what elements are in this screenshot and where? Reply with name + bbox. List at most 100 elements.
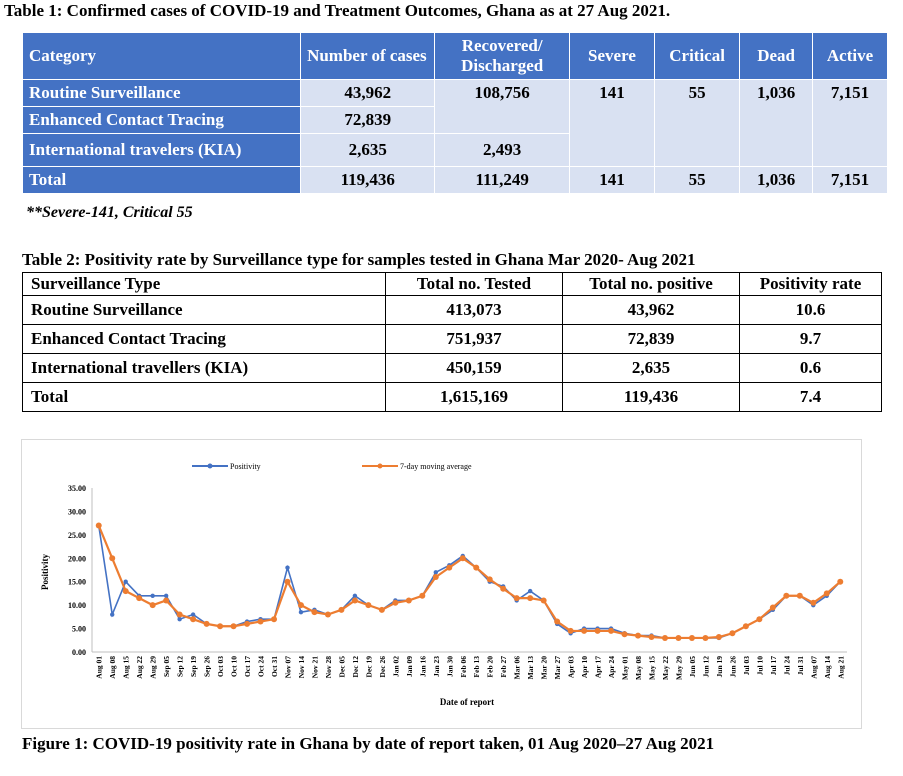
series-line-positivity bbox=[97, 525, 841, 639]
data-point bbox=[769, 604, 776, 611]
figure-caption: Figure 1: COVID-19 positivity rate in Gh… bbox=[22, 734, 715, 753]
header-critical: Critical bbox=[654, 32, 741, 80]
table-row: Routine Surveillance 43,962 108,756 141 … bbox=[21, 79, 888, 167]
cell-rate: 7.4 bbox=[739, 382, 882, 412]
y-tick-label: 35.00 bbox=[68, 484, 86, 493]
data-point bbox=[176, 611, 183, 618]
confirmed-cases-table: Category Number of cases Recovered/ Disc… bbox=[21, 32, 888, 194]
y-tick-label: 30.00 bbox=[68, 507, 86, 516]
cell-severe: 141 bbox=[568, 79, 656, 167]
x-tick-label: May 22 bbox=[661, 656, 670, 680]
cell-positive: 119,436 bbox=[562, 382, 740, 412]
x-tick-label: Jan 09 bbox=[405, 656, 414, 677]
cell-tested: 450,159 bbox=[385, 353, 563, 383]
data-point bbox=[675, 634, 682, 641]
cell-cases: 2,635 bbox=[300, 133, 436, 167]
cell-cases: 119,436 bbox=[300, 166, 436, 194]
x-axis-label: Date of report bbox=[440, 697, 494, 707]
x-tick-label: Mar 20 bbox=[540, 656, 549, 680]
x-tick-label: Dec 19 bbox=[364, 656, 373, 678]
row-category: Routine Surveillance bbox=[21, 79, 302, 107]
data-point bbox=[271, 616, 278, 623]
y-tick-label: 25.00 bbox=[68, 531, 86, 540]
cell-rate: 0.6 bbox=[739, 353, 882, 383]
data-point bbox=[621, 631, 628, 638]
data-point bbox=[742, 623, 749, 630]
table-row: Enhanced Contact Tracing 751,937 72,839 … bbox=[22, 324, 882, 354]
x-tick-label: Sep 26 bbox=[203, 656, 212, 677]
data-point bbox=[405, 597, 412, 604]
x-tick-label: Aug 01 bbox=[95, 656, 104, 679]
data-point bbox=[635, 632, 642, 639]
cell-type: Routine Surveillance bbox=[22, 295, 386, 325]
data-point bbox=[311, 609, 318, 616]
data-point bbox=[702, 634, 709, 641]
x-tick-label: Apr 24 bbox=[607, 656, 616, 678]
data-point bbox=[783, 592, 790, 599]
table2-title: Table 2: Positivity rate by Surveillance… bbox=[22, 250, 696, 269]
x-tick-label: Aug 07 bbox=[809, 656, 818, 679]
header-number-of-cases: Number of cases bbox=[300, 32, 436, 80]
data-point bbox=[500, 585, 507, 592]
data-point bbox=[527, 588, 533, 594]
cell-positive: 2,635 bbox=[562, 353, 740, 383]
data-point bbox=[298, 609, 304, 615]
header-category: Category bbox=[21, 32, 302, 80]
positivity-rate-table: Surveillance Type Total no. Tested Total… bbox=[22, 272, 882, 412]
table-row: Routine Surveillance 413,073 43,962 10.6 bbox=[22, 295, 882, 325]
x-tick-label: Feb 06 bbox=[459, 656, 468, 678]
data-point bbox=[756, 616, 763, 623]
x-tick-label: Aug 21 bbox=[836, 656, 845, 679]
data-point bbox=[554, 618, 561, 625]
cell-type: Total bbox=[22, 382, 386, 412]
legend-positivity-marker bbox=[207, 463, 213, 469]
data-point bbox=[163, 593, 169, 598]
x-tick-label: Oct 17 bbox=[243, 656, 252, 677]
data-point bbox=[392, 599, 399, 606]
cell-severe: 141 bbox=[568, 166, 656, 194]
plot-area: 0.00 5.00 10.00 15.00 20.00 25.00 30.00 35.00 Au… bbox=[68, 484, 847, 680]
row-category: Enhanced Contact Tracing bbox=[21, 106, 302, 134]
data-point bbox=[284, 578, 291, 585]
row-category: Total bbox=[21, 166, 302, 194]
header-severe: Severe bbox=[568, 32, 656, 80]
chart-svg: Positivity 7-day moving average Positivi… bbox=[40, 462, 847, 707]
data-point bbox=[446, 564, 453, 571]
header-total-tested: Total no. Tested bbox=[385, 272, 563, 296]
data-point bbox=[285, 565, 290, 570]
x-tick-label: Feb 20 bbox=[486, 656, 495, 678]
x-tick-label: May 29 bbox=[674, 656, 683, 680]
x-tick-label: Jul 03 bbox=[742, 656, 751, 676]
data-point bbox=[688, 634, 695, 641]
y-tick-label: 15.00 bbox=[68, 578, 86, 587]
legend-positivity-label: Positivity bbox=[230, 462, 261, 471]
x-tick-label: May 01 bbox=[621, 656, 630, 680]
data-point bbox=[203, 620, 210, 627]
data-point bbox=[351, 597, 358, 604]
table1-total-row: Total 119,436 111,249 141 55 1,036 7,151 bbox=[21, 166, 888, 194]
y-tick-label: 10.00 bbox=[68, 601, 86, 610]
cell-type: Enhanced Contact Tracing bbox=[22, 324, 386, 354]
cell-recovered: 108,756 bbox=[434, 79, 570, 134]
data-point bbox=[540, 597, 547, 604]
cell-recovered: 2,493 bbox=[434, 133, 570, 167]
x-tick-label: Feb 13 bbox=[472, 656, 481, 678]
x-tick-label: Oct 24 bbox=[257, 656, 266, 677]
cell-tested: 751,937 bbox=[385, 324, 563, 354]
data-point bbox=[459, 555, 466, 562]
x-tick-label: Oct 10 bbox=[230, 656, 239, 677]
x-tick-label: Aug 08 bbox=[108, 656, 117, 679]
legend-moving-average-label: 7-day moving average bbox=[400, 462, 472, 471]
x-tick-label: Jul 10 bbox=[755, 656, 764, 676]
header-recovered: Recovered/ Discharged bbox=[434, 32, 570, 80]
x-tick-label: Jul 24 bbox=[782, 656, 791, 676]
data-point bbox=[661, 634, 668, 641]
y-axis-label: Positivity bbox=[40, 554, 50, 590]
cell-critical: 55 bbox=[654, 166, 741, 194]
header-positivity-rate: Positivity rate bbox=[739, 272, 882, 296]
x-tick-label: Jun 26 bbox=[728, 656, 737, 678]
positivity-chart: Positivity 7-day moving average Positivi… bbox=[21, 439, 862, 729]
table-row: International travelers (KIA) 2,635 2,49… bbox=[21, 133, 888, 167]
cell-critical: 55 bbox=[654, 79, 741, 167]
data-point bbox=[837, 578, 844, 585]
